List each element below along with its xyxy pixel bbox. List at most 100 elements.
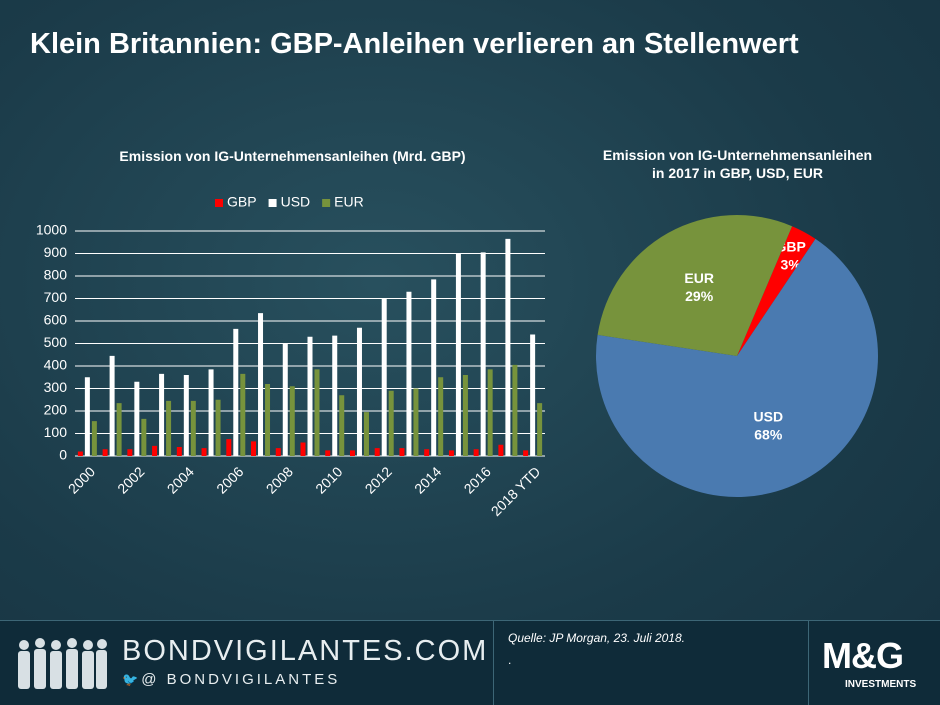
bar bbox=[190, 400, 196, 456]
x-tick-label: 2004 bbox=[164, 463, 197, 496]
y-tick-label: 500 bbox=[44, 334, 68, 350]
y-tick-label: 300 bbox=[44, 379, 68, 395]
bar bbox=[134, 381, 140, 456]
bar bbox=[480, 252, 486, 456]
bar bbox=[523, 450, 529, 456]
bar bbox=[201, 448, 207, 456]
bar bbox=[77, 451, 83, 456]
legend-label: USD bbox=[281, 194, 311, 210]
pie-slice bbox=[597, 215, 793, 356]
bar-chart-title: Emission von IG-Unternehmensanleihen (Mr… bbox=[119, 148, 466, 164]
bar bbox=[455, 253, 461, 456]
bar bbox=[289, 386, 295, 456]
x-tick-label: 2014 bbox=[411, 463, 444, 496]
bar bbox=[388, 390, 394, 456]
legend-swatch bbox=[322, 199, 331, 207]
bar bbox=[275, 448, 281, 456]
bar bbox=[300, 442, 306, 456]
bar bbox=[258, 313, 264, 456]
bar bbox=[240, 373, 246, 456]
bar bbox=[208, 369, 214, 456]
bar bbox=[413, 388, 419, 456]
y-tick-label: 800 bbox=[44, 267, 68, 283]
y-tick-label: 0 bbox=[59, 447, 67, 463]
bar bbox=[183, 375, 189, 456]
pie-slice bbox=[737, 226, 816, 356]
slice-category: USD bbox=[754, 409, 784, 425]
site-name: BONDVIGILANTES.COM bbox=[122, 635, 489, 667]
slice-category: EUR bbox=[684, 270, 714, 286]
legend-swatch bbox=[268, 199, 277, 207]
logo-sub: INVESTMENTS bbox=[845, 679, 917, 690]
bar bbox=[448, 450, 454, 456]
logo: M&G bbox=[822, 635, 904, 676]
bar bbox=[462, 375, 468, 456]
bar bbox=[424, 449, 430, 456]
footer: BONDVIGILANTES.COM 🐦@ BONDVIGILANTES Que… bbox=[0, 620, 940, 705]
legend-label: EUR bbox=[334, 194, 364, 210]
bar bbox=[102, 449, 108, 456]
y-tick-label: 700 bbox=[44, 289, 68, 305]
x-tick-label: 2002 bbox=[114, 463, 147, 496]
bar bbox=[381, 298, 387, 456]
bar bbox=[431, 279, 437, 456]
slide-title: Klein Britannien: GBP-Anleihen verlieren… bbox=[30, 28, 799, 60]
y-tick-label: 600 bbox=[44, 312, 68, 328]
bar bbox=[233, 328, 239, 456]
bar bbox=[166, 400, 172, 456]
bar bbox=[127, 449, 133, 456]
bar bbox=[116, 403, 122, 456]
x-tick-label: 2006 bbox=[213, 463, 246, 496]
bar bbox=[176, 447, 182, 456]
bar bbox=[109, 355, 115, 456]
bar bbox=[152, 445, 158, 456]
slice-label: 29% bbox=[685, 288, 714, 304]
y-tick-label: 1000 bbox=[36, 222, 67, 238]
bar bbox=[307, 336, 313, 456]
bar bbox=[473, 449, 479, 456]
bar bbox=[498, 444, 504, 456]
x-tick-label: 2012 bbox=[362, 463, 395, 496]
x-tick-label: 2010 bbox=[312, 463, 345, 496]
bar bbox=[215, 399, 221, 456]
legend-swatch bbox=[215, 199, 223, 207]
x-tick-label: 2008 bbox=[263, 463, 296, 496]
bar bbox=[512, 364, 518, 456]
source: Quelle: JP Morgan, 23. Juli 2018. bbox=[508, 631, 685, 645]
bar bbox=[374, 448, 380, 456]
bar bbox=[91, 421, 97, 456]
bar bbox=[265, 384, 271, 456]
bar bbox=[332, 335, 338, 456]
bar bbox=[226, 439, 232, 456]
y-tick-label: 900 bbox=[44, 244, 68, 260]
slice-label: 68% bbox=[754, 427, 783, 443]
bar bbox=[487, 369, 493, 456]
legend-label: GBP bbox=[227, 194, 257, 210]
bar bbox=[159, 373, 165, 456]
bar bbox=[356, 327, 362, 456]
bar bbox=[399, 448, 405, 456]
twitter-icon: 🐦 bbox=[122, 672, 142, 687]
x-tick-label: 2018 YTD bbox=[488, 463, 544, 519]
bar bbox=[339, 395, 345, 456]
twitter-handle: 🐦@ BONDVIGILANTES bbox=[122, 671, 340, 688]
bar bbox=[438, 377, 444, 456]
bar bbox=[314, 369, 320, 456]
people-icon bbox=[18, 638, 107, 689]
handle-text: @ BONDVIGILANTES bbox=[141, 671, 341, 688]
bar bbox=[406, 291, 412, 456]
bar bbox=[537, 403, 543, 456]
bar bbox=[530, 334, 536, 456]
x-tick-label: 2000 bbox=[65, 463, 98, 496]
y-tick-label: 200 bbox=[44, 402, 68, 418]
bar bbox=[141, 418, 147, 456]
divider bbox=[493, 621, 494, 705]
x-tick-label: 2016 bbox=[461, 463, 494, 496]
bar bbox=[84, 377, 90, 456]
bar bbox=[325, 450, 331, 456]
pie-slice bbox=[595, 238, 878, 498]
y-tick-label: 100 bbox=[44, 424, 68, 440]
bar bbox=[251, 441, 257, 456]
y-tick-label: 400 bbox=[44, 357, 68, 373]
